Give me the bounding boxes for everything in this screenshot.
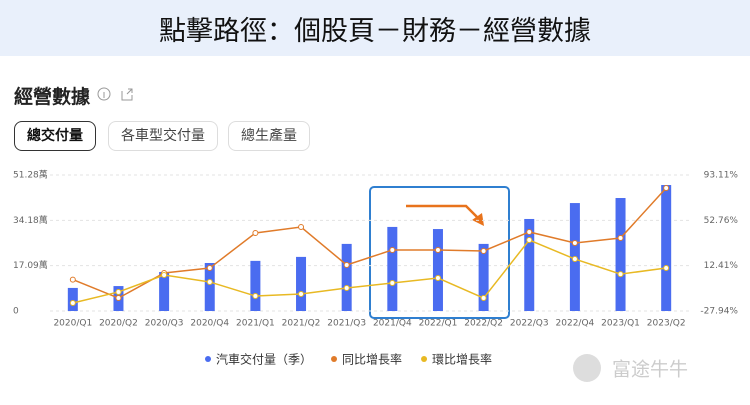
x-tick-label: 2023/Q2 [647,319,686,329]
x-tick-label: 2020/Q3 [145,319,184,329]
bar [250,260,261,311]
point [526,237,533,244]
point [252,229,259,236]
bar [341,243,352,311]
legend-label: 環比增長率 [432,352,492,367]
point [434,275,441,282]
bar [661,185,672,311]
point [434,246,441,253]
point [526,228,533,235]
x-tick-label: 2022/Q2 [464,319,503,329]
point [298,290,305,297]
legend-marker [331,356,338,362]
bar [204,262,215,311]
point [389,246,396,253]
point [617,235,624,242]
section-title: 經營數據 [14,86,91,108]
x-tick-label: 2020/Q2 [99,319,138,329]
x-tick-label: 2020/Q4 [190,319,229,329]
legend-marker [205,356,211,362]
point [206,265,213,272]
point [343,262,350,269]
point [617,271,624,278]
y-tick-label: 34.18萬 [13,214,48,226]
info-icon[interactable] [97,87,111,101]
point [480,295,487,302]
point [663,185,670,192]
point [206,278,213,285]
bar [387,226,398,311]
tab[interactable]: 各車型交付量 [108,121,218,151]
point [115,288,122,295]
bar [478,243,489,311]
x-tick-label: 2021/Q1 [236,319,275,329]
line [72,187,667,299]
y2-tick-label: 93.11% [704,171,739,181]
point [69,276,76,283]
bar [67,287,78,311]
tab[interactable]: 總交付量 [14,121,96,151]
y-tick-label: 0 [13,307,19,317]
share-icon[interactable] [121,88,133,101]
banner-title: 點擊路徑：個股頁－財務－經營數據 [0,0,750,56]
bar [524,218,535,311]
point [571,256,578,263]
x-tick-label: 2021/Q2 [282,319,321,329]
bar [615,198,626,311]
tab[interactable]: 總生產量 [228,121,310,151]
line [72,239,667,304]
bar [296,256,307,311]
point [571,239,578,246]
y2-tick-label: -27.94% [700,307,738,317]
x-tick-label: 2022/Q1 [419,319,458,329]
x-tick-label: 2021/Q4 [373,319,412,329]
x-tick-label: 2022/Q4 [556,319,595,329]
point [480,247,487,254]
point [343,285,350,292]
highlight-box [369,186,510,319]
y-tick-label: 17.09萬 [13,259,48,271]
point [298,224,305,231]
y2-tick-label: 12.41% [704,261,739,271]
point [69,299,76,306]
x-tick-label: 2023/Q1 [601,319,640,329]
y-tick-label: 51.28萬 [13,169,48,181]
point [389,279,396,286]
watermark: 富途牛牛 [612,359,688,381]
point [663,265,670,272]
x-tick-label: 2020/Q1 [53,319,92,329]
legend-marker [421,356,428,362]
legend-label: 汽車交付量（季） [216,352,312,367]
bar [432,229,443,311]
point [252,293,259,300]
arrow [406,204,479,219]
legend-label: 同比增長率 [342,352,402,367]
bar [159,272,170,311]
point [115,295,122,302]
arrow-head [472,213,484,226]
x-tick-label: 2022/Q3 [510,319,549,329]
point [161,272,168,279]
x-tick-label: 2021/Q3 [327,319,366,329]
y2-tick-label: 52.76% [704,216,739,226]
watermark-logo [573,354,601,382]
